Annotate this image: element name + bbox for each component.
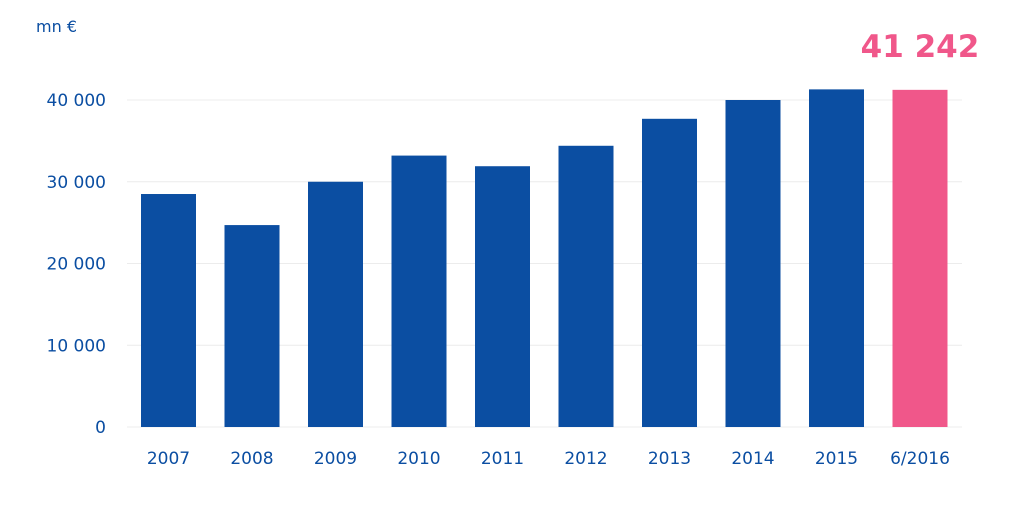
bar	[224, 225, 280, 427]
y-tick-label: 10 000	[47, 336, 106, 356]
bar	[558, 145, 614, 427]
bar	[809, 89, 864, 427]
y-axis-unit-label: mn €	[36, 17, 77, 36]
bar-highlight	[892, 89, 948, 427]
x-tick-label: 2011	[481, 449, 524, 469]
x-tick-label: 2007	[147, 449, 190, 469]
x-tick-label: 2009	[314, 449, 357, 469]
bar	[725, 100, 781, 427]
x-tick-label: 2013	[648, 449, 691, 469]
y-tick-label: 40 000	[47, 91, 106, 111]
bars	[141, 89, 948, 428]
bar	[391, 155, 447, 427]
x-tick-label: 6/2016	[890, 449, 950, 469]
bar	[475, 166, 530, 427]
x-axis-ticks: 2007 2008 2009 2010 2011 2012 2013 2014 2015 6/20…	[147, 449, 950, 469]
x-tick-label: 2010	[397, 449, 440, 469]
x-tick-label: 2012	[564, 449, 607, 469]
bar	[642, 118, 697, 428]
y-tick-label: 0	[95, 418, 106, 438]
bar	[308, 181, 363, 427]
bar	[141, 194, 196, 427]
x-tick-label: 2008	[230, 449, 273, 469]
y-tick-label: 20 000	[47, 255, 106, 275]
x-tick-label: 2014	[731, 449, 774, 469]
y-tick-label: 30 000	[47, 173, 106, 193]
highlight-value-label: 41 242	[861, 29, 980, 65]
x-tick-label: 2015	[815, 449, 858, 469]
y-axis-ticks: 0 10 000 20 000 30 000 40 000	[47, 91, 106, 438]
